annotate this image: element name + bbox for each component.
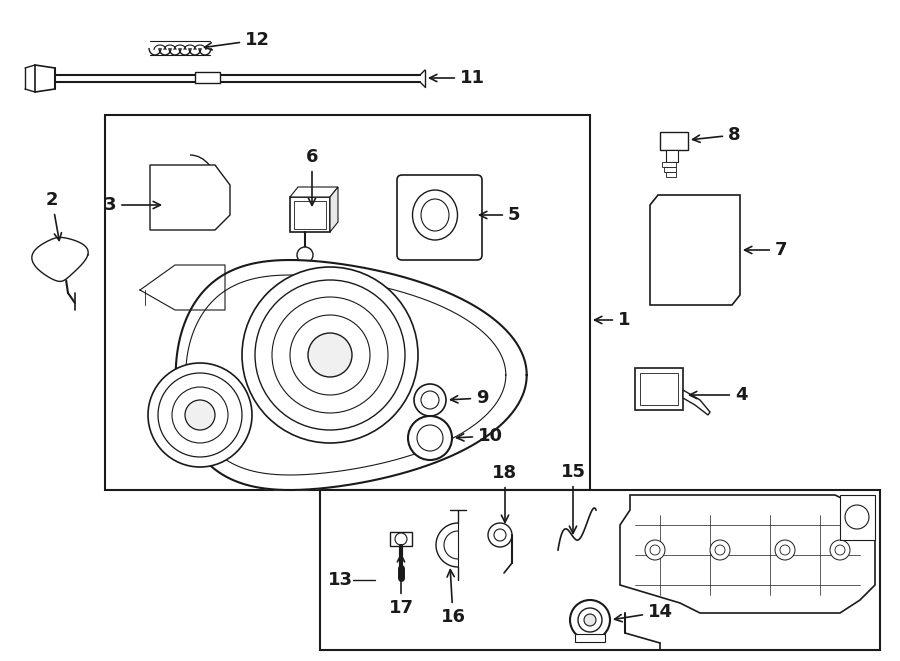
- Text: 10: 10: [456, 427, 503, 445]
- Bar: [662, 162, 676, 167]
- Circle shape: [830, 540, 850, 560]
- Circle shape: [584, 614, 596, 626]
- Bar: [320, 490, 880, 650]
- Bar: [840, 495, 875, 540]
- Circle shape: [775, 540, 795, 560]
- Text: 13: 13: [328, 571, 353, 589]
- Bar: [698, 220, 720, 270]
- Polygon shape: [176, 260, 526, 490]
- Text: 17: 17: [389, 555, 413, 617]
- Text: 8: 8: [693, 126, 741, 144]
- Text: 18: 18: [492, 464, 517, 522]
- FancyBboxPatch shape: [397, 175, 482, 260]
- Bar: [640, 373, 678, 405]
- Bar: [455, 190, 467, 208]
- Circle shape: [414, 384, 446, 416]
- Bar: [635, 368, 683, 410]
- Circle shape: [308, 333, 352, 377]
- Polygon shape: [683, 390, 710, 415]
- Bar: [666, 150, 678, 162]
- Polygon shape: [32, 237, 88, 282]
- Circle shape: [297, 247, 313, 263]
- Text: 14: 14: [615, 603, 673, 622]
- Bar: [668, 220, 690, 270]
- Circle shape: [645, 540, 665, 560]
- Text: 4: 4: [689, 386, 748, 404]
- Circle shape: [408, 416, 452, 460]
- Bar: [390, 532, 412, 546]
- Bar: [664, 167, 676, 172]
- Text: 2: 2: [46, 191, 61, 241]
- Ellipse shape: [412, 190, 457, 240]
- Circle shape: [578, 608, 602, 632]
- Text: 11: 11: [429, 69, 485, 87]
- Text: 7: 7: [744, 241, 788, 259]
- Polygon shape: [150, 165, 230, 230]
- Bar: [660, 210, 728, 285]
- Bar: [195, 72, 220, 83]
- Circle shape: [148, 363, 252, 467]
- Bar: [666, 172, 676, 177]
- Bar: [105, 115, 590, 490]
- Circle shape: [395, 533, 407, 545]
- Text: 15: 15: [561, 463, 586, 533]
- Circle shape: [453, 217, 469, 233]
- Bar: [575, 634, 605, 642]
- Text: 12: 12: [204, 31, 270, 50]
- Text: 3: 3: [104, 196, 160, 214]
- Text: 16: 16: [440, 570, 465, 626]
- Circle shape: [242, 267, 418, 443]
- Ellipse shape: [421, 199, 449, 231]
- Circle shape: [50, 242, 66, 258]
- Text: 1: 1: [595, 311, 631, 329]
- Bar: [163, 178, 203, 218]
- Polygon shape: [290, 187, 338, 197]
- Bar: [294, 201, 326, 229]
- Polygon shape: [650, 195, 740, 305]
- Polygon shape: [330, 187, 338, 232]
- Circle shape: [845, 505, 869, 529]
- Text: 6: 6: [306, 148, 319, 206]
- Bar: [290, 197, 330, 232]
- Circle shape: [710, 540, 730, 560]
- Polygon shape: [620, 495, 875, 613]
- Bar: [660, 132, 688, 150]
- Text: 9: 9: [451, 389, 489, 407]
- Text: 5: 5: [480, 206, 520, 224]
- Circle shape: [570, 600, 610, 640]
- Circle shape: [488, 523, 512, 547]
- Circle shape: [185, 400, 215, 430]
